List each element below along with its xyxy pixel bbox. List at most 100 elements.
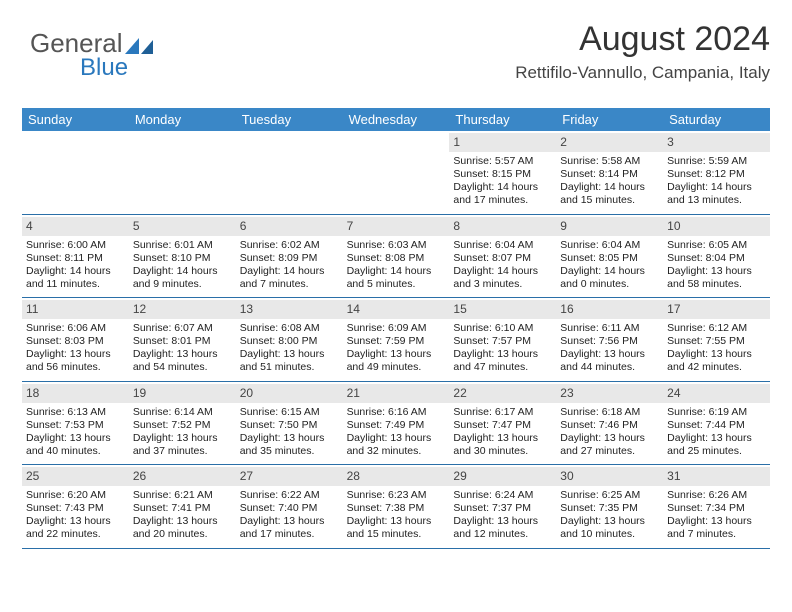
sunrise-text: Sunrise: 6:08 AM xyxy=(240,322,339,335)
day-number: 6 xyxy=(236,217,343,236)
day-header: Tuesday xyxy=(236,108,343,131)
day-number: 21 xyxy=(343,384,450,403)
sunrise-text: Sunrise: 6:07 AM xyxy=(133,322,232,335)
day-number: 1 xyxy=(449,133,556,152)
sunrise-text: Sunrise: 6:26 AM xyxy=(667,489,766,502)
calendar-cell: 21Sunrise: 6:16 AMSunset: 7:49 PMDayligh… xyxy=(343,382,450,465)
day-number: 27 xyxy=(236,467,343,486)
sunrise-text: Sunrise: 6:12 AM xyxy=(667,322,766,335)
page-title: August 2024 xyxy=(515,20,770,59)
daylight-text: Daylight: 13 hours and 10 minutes. xyxy=(560,515,659,541)
page-subtitle: Rettifilo-Vannullo, Campania, Italy xyxy=(515,63,770,83)
calendar-cell: 28Sunrise: 6:23 AMSunset: 7:38 PMDayligh… xyxy=(343,465,450,548)
daylight-text: Daylight: 13 hours and 47 minutes. xyxy=(453,348,552,374)
sunset-text: Sunset: 8:07 PM xyxy=(453,252,552,265)
sunrise-text: Sunrise: 6:01 AM xyxy=(133,239,232,252)
sunset-text: Sunset: 8:05 PM xyxy=(560,252,659,265)
calendar-cell: 3Sunrise: 5:59 AMSunset: 8:12 PMDaylight… xyxy=(663,131,770,214)
daylight-text: Daylight: 13 hours and 49 minutes. xyxy=(347,348,446,374)
sunrise-text: Sunrise: 6:17 AM xyxy=(453,406,552,419)
calendar-cell: 9Sunrise: 6:04 AMSunset: 8:05 PMDaylight… xyxy=(556,215,663,298)
daylight-text: Daylight: 13 hours and 7 minutes. xyxy=(667,515,766,541)
sunset-text: Sunset: 7:40 PM xyxy=(240,502,339,515)
sunrise-text: Sunrise: 6:03 AM xyxy=(347,239,446,252)
sunrise-text: Sunrise: 6:11 AM xyxy=(560,322,659,335)
daylight-text: Daylight: 13 hours and 44 minutes. xyxy=(560,348,659,374)
day-number: 5 xyxy=(129,217,236,236)
sunset-text: Sunset: 7:52 PM xyxy=(133,419,232,432)
day-number: 29 xyxy=(449,467,556,486)
daylight-text: Daylight: 13 hours and 35 minutes. xyxy=(240,432,339,458)
day-number xyxy=(22,133,129,137)
day-header: Sunday xyxy=(22,108,129,131)
day-number xyxy=(129,133,236,137)
day-number: 2 xyxy=(556,133,663,152)
day-number: 12 xyxy=(129,300,236,319)
day-number: 31 xyxy=(663,467,770,486)
day-header: Monday xyxy=(129,108,236,131)
sunset-text: Sunset: 7:37 PM xyxy=(453,502,552,515)
sunset-text: Sunset: 7:47 PM xyxy=(453,419,552,432)
calendar-week: 4Sunrise: 6:00 AMSunset: 8:11 PMDaylight… xyxy=(22,215,770,299)
sunrise-text: Sunrise: 6:16 AM xyxy=(347,406,446,419)
day-number: 25 xyxy=(22,467,129,486)
sunset-text: Sunset: 8:09 PM xyxy=(240,252,339,265)
calendar-cell: 7Sunrise: 6:03 AMSunset: 8:08 PMDaylight… xyxy=(343,215,450,298)
day-number: 9 xyxy=(556,217,663,236)
calendar-cell: 24Sunrise: 6:19 AMSunset: 7:44 PMDayligh… xyxy=(663,382,770,465)
sunrise-text: Sunrise: 6:02 AM xyxy=(240,239,339,252)
calendar-week: 25Sunrise: 6:20 AMSunset: 7:43 PMDayligh… xyxy=(22,465,770,549)
sunrise-text: Sunrise: 6:24 AM xyxy=(453,489,552,502)
sunrise-text: Sunrise: 6:05 AM xyxy=(667,239,766,252)
calendar-cell: 27Sunrise: 6:22 AMSunset: 7:40 PMDayligh… xyxy=(236,465,343,548)
day-header: Saturday xyxy=(663,108,770,131)
logo-icon xyxy=(125,34,153,54)
day-number: 10 xyxy=(663,217,770,236)
day-number xyxy=(236,133,343,137)
sunset-text: Sunset: 8:01 PM xyxy=(133,335,232,348)
calendar: Sunday Monday Tuesday Wednesday Thursday… xyxy=(22,108,770,549)
daylight-text: Daylight: 14 hours and 13 minutes. xyxy=(667,181,766,207)
day-number: 19 xyxy=(129,384,236,403)
sunrise-text: Sunrise: 6:21 AM xyxy=(133,489,232,502)
calendar-cell: 5Sunrise: 6:01 AMSunset: 8:10 PMDaylight… xyxy=(129,215,236,298)
calendar-cell: 8Sunrise: 6:04 AMSunset: 8:07 PMDaylight… xyxy=(449,215,556,298)
sunrise-text: Sunrise: 5:59 AM xyxy=(667,155,766,168)
day-number: 16 xyxy=(556,300,663,319)
day-number: 8 xyxy=(449,217,556,236)
daylight-text: Daylight: 14 hours and 15 minutes. xyxy=(560,181,659,207)
calendar-cell xyxy=(129,131,236,214)
daylight-text: Daylight: 14 hours and 9 minutes. xyxy=(133,265,232,291)
calendar-cell: 23Sunrise: 6:18 AMSunset: 7:46 PMDayligh… xyxy=(556,382,663,465)
sunset-text: Sunset: 7:53 PM xyxy=(26,419,125,432)
calendar-cell: 11Sunrise: 6:06 AMSunset: 8:03 PMDayligh… xyxy=(22,298,129,381)
sunset-text: Sunset: 7:46 PM xyxy=(560,419,659,432)
daylight-text: Daylight: 13 hours and 20 minutes. xyxy=(133,515,232,541)
calendar-cell: 15Sunrise: 6:10 AMSunset: 7:57 PMDayligh… xyxy=(449,298,556,381)
calendar-cell: 18Sunrise: 6:13 AMSunset: 7:53 PMDayligh… xyxy=(22,382,129,465)
daylight-text: Daylight: 13 hours and 58 minutes. xyxy=(667,265,766,291)
calendar-cell xyxy=(343,131,450,214)
sunset-text: Sunset: 8:15 PM xyxy=(453,168,552,181)
day-number: 11 xyxy=(22,300,129,319)
daylight-text: Daylight: 13 hours and 17 minutes. xyxy=(240,515,339,541)
day-number: 3 xyxy=(663,133,770,152)
day-number: 26 xyxy=(129,467,236,486)
sunset-text: Sunset: 7:44 PM xyxy=(667,419,766,432)
day-number: 4 xyxy=(22,217,129,236)
sunrise-text: Sunrise: 6:14 AM xyxy=(133,406,232,419)
daylight-text: Daylight: 13 hours and 42 minutes. xyxy=(667,348,766,374)
daylight-text: Daylight: 13 hours and 30 minutes. xyxy=(453,432,552,458)
sunrise-text: Sunrise: 6:04 AM xyxy=(560,239,659,252)
daylight-text: Daylight: 14 hours and 11 minutes. xyxy=(26,265,125,291)
daylight-text: Daylight: 14 hours and 7 minutes. xyxy=(240,265,339,291)
sunrise-text: Sunrise: 6:09 AM xyxy=(347,322,446,335)
sunset-text: Sunset: 7:35 PM xyxy=(560,502,659,515)
calendar-week: 1Sunrise: 5:57 AMSunset: 8:15 PMDaylight… xyxy=(22,131,770,215)
calendar-cell: 6 Sunrise: 6:02 AMSunset: 8:09 PMDaylight… xyxy=(236,215,343,298)
daylight-text: Daylight: 13 hours and 54 minutes. xyxy=(133,348,232,374)
day-header: Friday xyxy=(556,108,663,131)
calendar-cell: 22Sunrise: 6:17 AMSunset: 7:47 PMDayligh… xyxy=(449,382,556,465)
daylight-text: Daylight: 14 hours and 5 minutes. xyxy=(347,265,446,291)
daylight-text: Daylight: 13 hours and 22 minutes. xyxy=(26,515,125,541)
